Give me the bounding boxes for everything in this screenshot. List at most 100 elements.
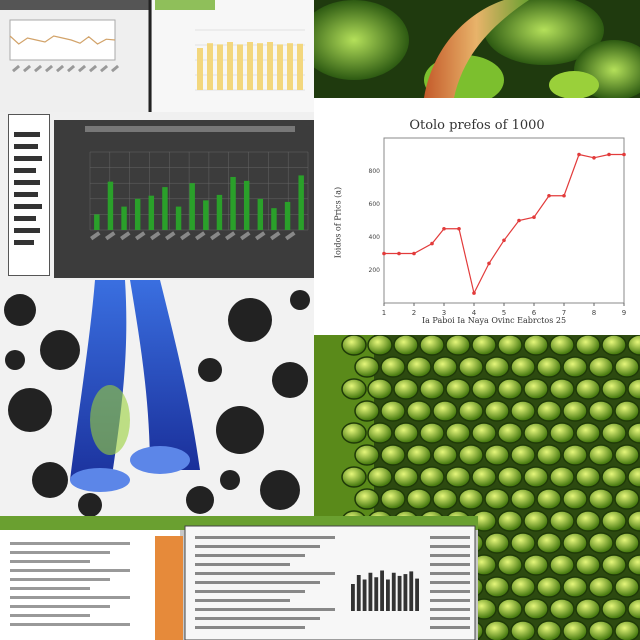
document-screenshot-collage (0, 516, 478, 640)
scale (341, 378, 367, 400)
bar (297, 43, 303, 90)
scale (484, 620, 510, 640)
text-line (430, 608, 470, 611)
bar (380, 570, 384, 611)
document-text-lines (10, 536, 470, 629)
scale (549, 598, 575, 620)
bar (257, 198, 264, 230)
mini-x-label (33, 64, 43, 73)
scale (575, 422, 601, 444)
scale (458, 444, 484, 466)
dark-bar-chart-screenshot (0, 112, 314, 280)
scale (367, 335, 393, 356)
scale (419, 335, 445, 356)
text-line (195, 563, 290, 566)
mini-x-label (56, 64, 65, 73)
scale (367, 466, 393, 488)
x-label-text (210, 231, 221, 241)
scale (354, 488, 380, 510)
scale (445, 335, 471, 356)
x-label-text (195, 231, 206, 241)
scale (497, 598, 523, 620)
text-line (430, 617, 470, 620)
scale (575, 466, 601, 488)
plot-frame (383, 137, 625, 304)
scale (588, 532, 614, 554)
scale (549, 510, 575, 532)
bar (237, 44, 243, 90)
mini-series-line (9, 35, 116, 45)
scale (601, 378, 627, 400)
scale (614, 400, 640, 422)
bar (148, 195, 155, 230)
scale (614, 620, 640, 640)
scale (393, 335, 419, 356)
scale (484, 576, 510, 598)
data-point (397, 251, 401, 256)
scale (497, 554, 523, 576)
scale (601, 598, 627, 620)
text-line (195, 608, 335, 611)
text-line (430, 572, 470, 575)
text-line (10, 569, 130, 572)
scale (627, 335, 640, 356)
scale (549, 466, 575, 488)
scale (497, 378, 523, 400)
bar (227, 42, 233, 90)
scale (549, 554, 575, 576)
scale (419, 422, 445, 444)
scale (484, 532, 510, 554)
scale (510, 532, 536, 554)
scale (588, 488, 614, 510)
y-tick-label: 400 (369, 234, 381, 241)
scale (445, 422, 471, 444)
side-text-lines (14, 132, 42, 245)
collage-svg (0, 0, 314, 112)
scale (471, 335, 497, 356)
scale (341, 335, 367, 356)
scale (341, 466, 367, 488)
bar (230, 176, 236, 230)
data-point (547, 193, 551, 198)
scale (471, 466, 497, 488)
bar (351, 584, 355, 611)
scale (536, 444, 562, 466)
scale (419, 466, 445, 488)
x-tick-label: 3 (442, 309, 446, 317)
scale (393, 378, 419, 400)
data-point (622, 152, 626, 157)
scale (380, 400, 406, 422)
x-label-text (90, 231, 101, 241)
text-line (10, 560, 90, 563)
scale (536, 620, 562, 640)
bar (356, 575, 361, 611)
text-line (430, 554, 470, 557)
x-tick-label: 6 (532, 309, 537, 317)
text-line (195, 599, 290, 602)
text-line (195, 572, 335, 575)
x-label-text (225, 231, 236, 241)
line-chart-panel: Otolo prefos of 1000 Ioidos of Prics (a)… (314, 98, 640, 335)
scale (510, 444, 536, 466)
x-tick-label: 5 (502, 309, 506, 317)
scale (588, 620, 614, 640)
bar (415, 578, 419, 611)
scale (549, 378, 575, 400)
scale (523, 598, 549, 620)
scale (484, 356, 510, 378)
scale (367, 378, 393, 400)
x-label-text (179, 231, 191, 241)
scale (614, 488, 640, 510)
text-line (10, 542, 130, 545)
data-point (532, 215, 536, 219)
scale (575, 554, 601, 576)
scale (497, 422, 523, 444)
scale (601, 510, 627, 532)
data-point (592, 156, 596, 160)
scale (614, 576, 640, 598)
text-line (430, 581, 470, 584)
mini-line-chart (9, 19, 120, 73)
scale (458, 488, 484, 510)
x-label-text (270, 231, 281, 241)
text-line (195, 617, 320, 620)
